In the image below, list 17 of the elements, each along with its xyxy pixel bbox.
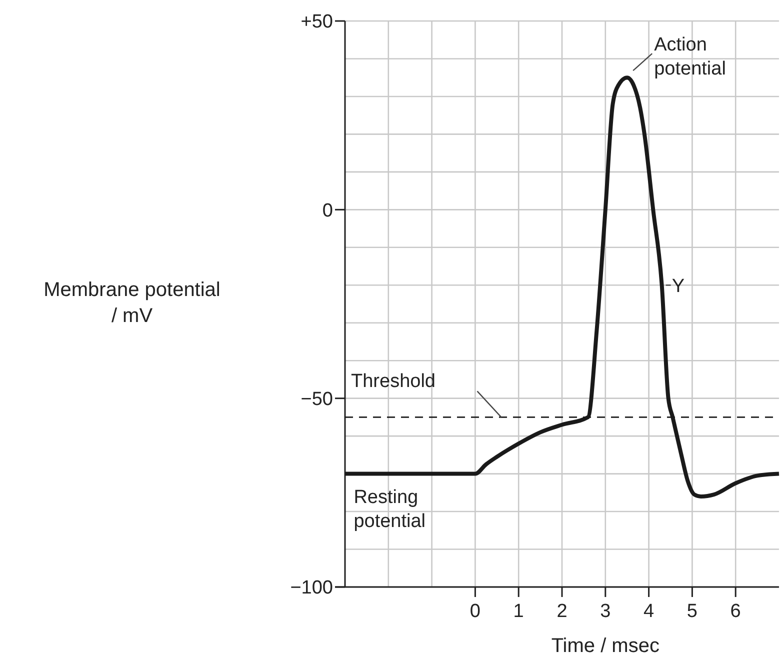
x-tick-label: 4 bbox=[644, 601, 655, 622]
y-tick-label: −50 bbox=[300, 388, 333, 410]
y-axis-title: Membrane potential / mV bbox=[44, 279, 220, 327]
y-tick-label: +50 bbox=[300, 12, 333, 33]
x-tick-label: 1 bbox=[513, 601, 524, 622]
annotation: Action potential bbox=[654, 34, 726, 80]
x-tick-label: 2 bbox=[556, 601, 568, 622]
x-tick-label: 6 bbox=[730, 601, 741, 622]
annotation: Y bbox=[672, 276, 685, 297]
x-tick-label: 5 bbox=[686, 601, 698, 622]
ref-line-label: Threshold bbox=[351, 371, 436, 392]
x-tick-label: 0 bbox=[470, 601, 480, 622]
x-tick-label: 3 bbox=[600, 601, 611, 622]
annotation: Resting potential bbox=[354, 486, 426, 532]
y-tick-label: −100 bbox=[290, 578, 333, 599]
y-tick-label: 0 bbox=[322, 200, 333, 222]
x-axis-title: Time / msec bbox=[551, 635, 660, 657]
